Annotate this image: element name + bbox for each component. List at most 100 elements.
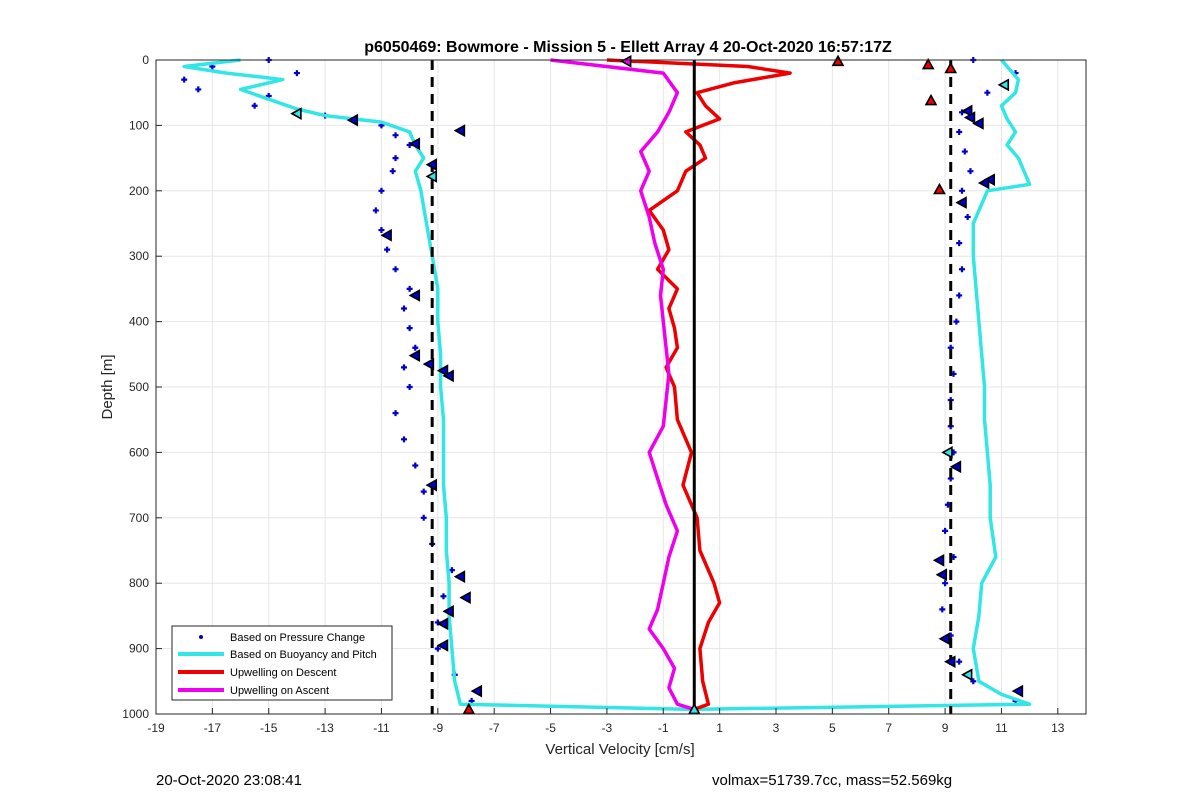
x-tick-label: -9 bbox=[432, 721, 443, 735]
glider-event-marker bbox=[944, 61, 958, 74]
x-tick-label: -17 bbox=[204, 721, 222, 735]
pressure-change-point bbox=[953, 318, 960, 325]
glider-event-marker bbox=[619, 54, 632, 68]
pressure-change-point bbox=[984, 89, 991, 96]
pressure-change-point bbox=[956, 240, 963, 247]
x-tick-label: -15 bbox=[260, 721, 278, 735]
footer-summary: volmax=51739.7cc, mass=52.569kg bbox=[712, 772, 953, 789]
legend-label-ascent: Upwelling on Ascent bbox=[230, 685, 329, 697]
x-tick-label: -7 bbox=[489, 721, 500, 735]
pressure-change-point bbox=[420, 488, 427, 495]
glider-event-marker bbox=[831, 54, 845, 67]
series-layer bbox=[181, 57, 1032, 712]
pressure-change-point bbox=[372, 207, 379, 214]
glider-event-marker bbox=[941, 446, 953, 459]
x-tick-label: 3 bbox=[773, 721, 780, 735]
glider-event-marker bbox=[453, 570, 466, 584]
pressure-change-point bbox=[970, 678, 977, 685]
pressure-change-point bbox=[448, 567, 455, 574]
glider-event-marker bbox=[949, 460, 962, 474]
glider-event-marker bbox=[960, 104, 973, 118]
x-tick-label: 13 bbox=[1051, 721, 1065, 735]
legend: Based on Pressure Change Based on Buoyan… bbox=[171, 625, 393, 701]
glider-event-marker bbox=[983, 173, 995, 187]
glider-event-marker bbox=[938, 632, 950, 646]
x-tick-label: -11 bbox=[373, 721, 390, 735]
y-tick-label: 900 bbox=[129, 642, 149, 656]
glider-event-marker bbox=[933, 182, 946, 195]
pressure-change-point bbox=[412, 462, 419, 469]
x-tick-label: -13 bbox=[316, 721, 334, 735]
y-axis-label: Depth [m] bbox=[99, 354, 116, 419]
pressure-change-point bbox=[251, 102, 258, 109]
marker-layer bbox=[290, 54, 1024, 715]
pressure-change-point bbox=[406, 325, 413, 332]
pressure-change-point bbox=[420, 514, 427, 521]
pressure-change-point bbox=[959, 266, 965, 273]
y-tick-label: 1000 bbox=[122, 707, 149, 721]
legend-item-pressure: Based on Pressure Change bbox=[199, 632, 365, 644]
y-tick-label: 500 bbox=[129, 380, 149, 394]
glider-event-marker bbox=[408, 137, 421, 151]
legend-item-descent: Upwelling on Descent bbox=[178, 667, 336, 679]
glider-event-marker bbox=[408, 289, 421, 302]
pressure-change-point bbox=[392, 410, 399, 417]
glider-event-marker bbox=[425, 478, 437, 492]
pressure-change-point bbox=[956, 658, 963, 665]
glider-event-marker bbox=[408, 349, 421, 362]
glider-event-marker bbox=[1011, 684, 1024, 698]
legend-label-buoyancy: Based on Buoyancy and Pitch bbox=[230, 649, 377, 661]
pressure-change-point bbox=[406, 384, 413, 390]
pressure-change-point bbox=[959, 187, 965, 194]
glider-event-marker bbox=[977, 176, 990, 190]
glider-event-marker bbox=[290, 107, 302, 120]
legend-label-descent: Upwelling on Descent bbox=[230, 667, 336, 679]
pressure-change-point bbox=[434, 645, 441, 652]
pressure-change-point bbox=[392, 132, 399, 139]
glider-event-marker bbox=[935, 568, 948, 582]
series-based-on-pressure-change-descent bbox=[181, 57, 475, 704]
axis-ticks: -19 -17 -15 -13 -11 -9 -7 -5 -3 -1 1 3 5 7 9 11 13010020… bbox=[122, 53, 1065, 735]
pressure-change-point bbox=[942, 527, 949, 534]
y-tick-label: 400 bbox=[129, 315, 149, 329]
glider-event-marker bbox=[442, 369, 454, 383]
reference-lines bbox=[430, 60, 953, 714]
pressure-change-point bbox=[401, 364, 407, 371]
series-based-on-buoyancy-and-pitch-ascent-line bbox=[691, 58, 1032, 712]
x-tick-label: 11 bbox=[995, 721, 1008, 735]
pressure-change-point bbox=[378, 227, 385, 234]
legend-item-ascent: Upwelling on Ascent bbox=[178, 685, 329, 697]
glider-event-marker bbox=[955, 196, 967, 209]
chart-title: p6050469: Bowmore - Mission 5 - Ellett A… bbox=[364, 39, 892, 56]
glider-event-marker bbox=[425, 170, 437, 183]
pressure-change-point bbox=[961, 148, 968, 155]
pressure-change-point bbox=[939, 606, 946, 613]
y-tick-label: 200 bbox=[129, 184, 149, 198]
y-tick-label: 600 bbox=[129, 445, 149, 459]
glider-event-marker bbox=[944, 655, 956, 669]
x-tick-label: 9 bbox=[942, 721, 949, 735]
y-tick-label: 800 bbox=[129, 576, 149, 590]
glider-event-marker bbox=[380, 228, 392, 242]
glider-event-marker bbox=[462, 702, 476, 715]
x-tick-label: -1 bbox=[658, 721, 669, 735]
pressure-change-point bbox=[956, 292, 963, 299]
pressure-change-point bbox=[384, 246, 391, 253]
x-tick-label: 5 bbox=[829, 721, 836, 735]
series-upwelling-on-descent-line bbox=[606, 58, 792, 712]
pressure-change-point bbox=[956, 128, 963, 135]
glider-event-marker bbox=[442, 604, 454, 618]
glider-event-marker bbox=[924, 93, 938, 106]
pressure-change-point bbox=[942, 580, 949, 587]
glider-event-marker bbox=[436, 364, 449, 378]
pressure-change-point bbox=[293, 70, 300, 77]
pressure-change-point bbox=[401, 436, 407, 443]
legend-item-buoyancy: Based on Buoyancy and Pitch bbox=[178, 649, 377, 661]
pressure-change-point bbox=[406, 285, 413, 292]
x-tick-label: -5 bbox=[545, 721, 556, 735]
footer-timestamp: 20-Oct-2020 23:08:41 bbox=[156, 772, 302, 789]
glider-event-marker bbox=[425, 158, 437, 171]
glider-event-marker bbox=[436, 638, 449, 652]
glider-event-marker bbox=[436, 617, 449, 631]
x-tick-label: 1 bbox=[716, 721, 723, 735]
